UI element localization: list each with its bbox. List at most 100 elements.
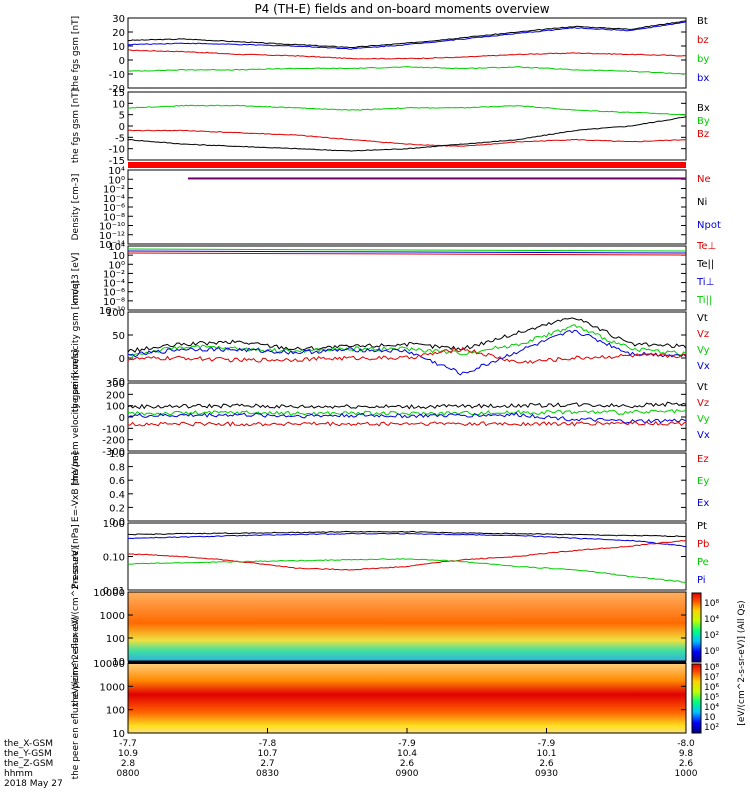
- colorbar-tick-label: 10⁳: [704, 713, 716, 723]
- x-tick-label: -7.8: [259, 739, 277, 749]
- x-tick-label: -7.7: [119, 739, 137, 749]
- legend-npot: Npot: [697, 220, 721, 231]
- panel-frame: [128, 453, 686, 521]
- series-line-vt: [128, 402, 686, 408]
- legend-te: Te||: [696, 259, 714, 270]
- colorbar-tick-label: 10⁷: [704, 673, 719, 683]
- spectrogram-ion: [128, 592, 686, 661]
- colorbar-tick-label: 10⁰: [704, 647, 719, 657]
- colorbar-label: [eV/(cm^2-s-sr-eV)] (All Qs): [737, 600, 747, 725]
- y-tick-label: 10000: [93, 588, 125, 599]
- series-line-vz: [128, 421, 686, 426]
- y-tick-label: 0.8: [109, 463, 125, 474]
- x-tick-label: 2.6: [539, 759, 554, 769]
- colorbar-tick-label: 10⁸: [704, 663, 719, 673]
- legend-pe: Pe: [697, 557, 709, 568]
- spectrogram-electron: [128, 663, 686, 733]
- y-tick-label: 0: [119, 354, 125, 365]
- legend-ex: Ex: [697, 498, 709, 509]
- x-tick-label: 0830: [256, 769, 279, 779]
- legend-bt: Bt: [697, 16, 708, 27]
- legend-vy: Vy: [697, 345, 710, 356]
- panel-6: 3002001000-100-200-300the peem velocity …: [71, 350, 710, 485]
- legend-by: By: [697, 116, 710, 127]
- series-line-te-perp: [128, 253, 686, 255]
- x-tick-label: 9.8: [679, 749, 694, 759]
- x-tick-label: 1000: [675, 769, 698, 779]
- x-tick-label: 0800: [117, 769, 140, 779]
- legend-ne: Ne: [697, 174, 711, 185]
- x-tick-label: 10.9: [118, 749, 138, 759]
- panel-1: 30 20 10 0 -10 -20 the fgs gsm [nT] Bt bz by bx: [71, 14, 709, 95]
- legend-bz: bz: [697, 35, 709, 46]
- y-tick-label: 0: [119, 56, 125, 67]
- legend-pi: Pi: [697, 575, 706, 586]
- y-tick-label: 1.00: [103, 519, 125, 530]
- x-tick-label: -7.9: [398, 739, 416, 749]
- x-axis-row-label: the_Y-GSM: [4, 749, 52, 759]
- x-tick-label: 10.4: [397, 749, 417, 759]
- y-tick-label: -200: [102, 436, 125, 447]
- y-tick-label: 5: [119, 111, 125, 122]
- panel-4: 10⁴10⁲10⁰10⁻²10⁻⁴10⁻⁶10⁻⁸10⁻¹⁰moqt3 [eV]…: [71, 241, 716, 317]
- y-axis-label: the fgs gsm [nT]: [71, 16, 81, 90]
- series-line-pb: [128, 540, 686, 570]
- y-tick-label: 10: [112, 99, 125, 110]
- y-tick-label: 0.2: [109, 503, 125, 514]
- legend-vt: Vt: [697, 382, 708, 393]
- y-axis-label: Density [cm-3]: [71, 174, 81, 241]
- legend-vz: Vz: [697, 398, 709, 409]
- legend-ni: Ni: [697, 197, 707, 208]
- y-tick-label: 100: [106, 706, 125, 717]
- legend-bx: bx: [697, 73, 709, 84]
- series-line-vx: [128, 330, 686, 375]
- y-tick-label: 50: [112, 331, 125, 342]
- y-tick-label: 0.4: [109, 490, 125, 501]
- colorbar-tick-label: 10⁶: [704, 683, 719, 693]
- x-axis-row-label: the_Z-GSM: [4, 759, 53, 769]
- series-line-bz: [128, 50, 686, 59]
- y-tick-label: 0: [119, 122, 125, 133]
- panel-3: 10⁴10⁰10⁻²10⁻⁴10⁻⁶10⁻⁸10⁻¹⁰10⁻¹²10⁻¹⁴Den…: [71, 166, 721, 251]
- x-tick-label: 10.7: [257, 749, 277, 759]
- y-axis-label: the fgs gsm [nT]: [71, 89, 81, 163]
- x-tick-label: -7.9: [538, 739, 556, 749]
- series-line-by: [128, 105, 686, 115]
- y-tick-label: 10: [112, 42, 125, 53]
- x-axis-row-label: the_X-GSM: [4, 739, 53, 749]
- legend-te: Te⊥: [696, 241, 716, 252]
- y-tick-label: 1000: [100, 682, 125, 693]
- figure-title: P4 (TH-E) fields and on-board moments ov…: [254, 2, 549, 16]
- colorbar-tick-label: 10⁸: [704, 599, 719, 609]
- y-axis-label: E=-VxB [mV/m]: [71, 452, 81, 522]
- series-line-bz: [128, 130, 686, 146]
- legend-by: by: [697, 54, 709, 65]
- y-tick-label: 1000: [100, 611, 125, 622]
- legend-bx: Bx: [697, 103, 710, 114]
- x-tick-label: 2.8: [121, 759, 136, 769]
- y-tick-label: 200: [106, 390, 125, 401]
- x-tick-label: 0930: [535, 769, 558, 779]
- x-tick-label: 2.6: [679, 759, 694, 769]
- panel-frame: [128, 92, 686, 160]
- legend-vy: Vy: [697, 414, 710, 425]
- legend-vz: Vz: [697, 329, 709, 340]
- y-tick-label: 0: [119, 413, 125, 424]
- series-line-by: [128, 67, 686, 75]
- colorbar-electron: [692, 664, 701, 733]
- x-tick-label: -8.0: [677, 739, 695, 749]
- series-line-bx: [128, 22, 686, 49]
- x-axis-row-label: hhmm: [4, 769, 33, 779]
- y-tick-label: -10: [109, 70, 125, 81]
- series-line-ti-perp: [128, 251, 686, 253]
- y-tick-label: 30: [112, 14, 125, 25]
- colorbar-tick-label: 10⁴: [704, 703, 719, 713]
- y-axis-label: the peer en eflux eV/(cm^2-s-sr-eV): [71, 617, 81, 780]
- y-tick-label: 0.6: [109, 476, 125, 487]
- y-tick-label: 100: [106, 402, 125, 413]
- legend-vx: Vx: [697, 361, 710, 372]
- panel-frame: [128, 170, 686, 244]
- colorbar: 10⁸10⁴10²10⁰10⁸10⁷10⁶10⁵10⁴10⁳10²[eV/(cm…: [692, 593, 747, 733]
- legend-ti: Ti||: [696, 295, 712, 306]
